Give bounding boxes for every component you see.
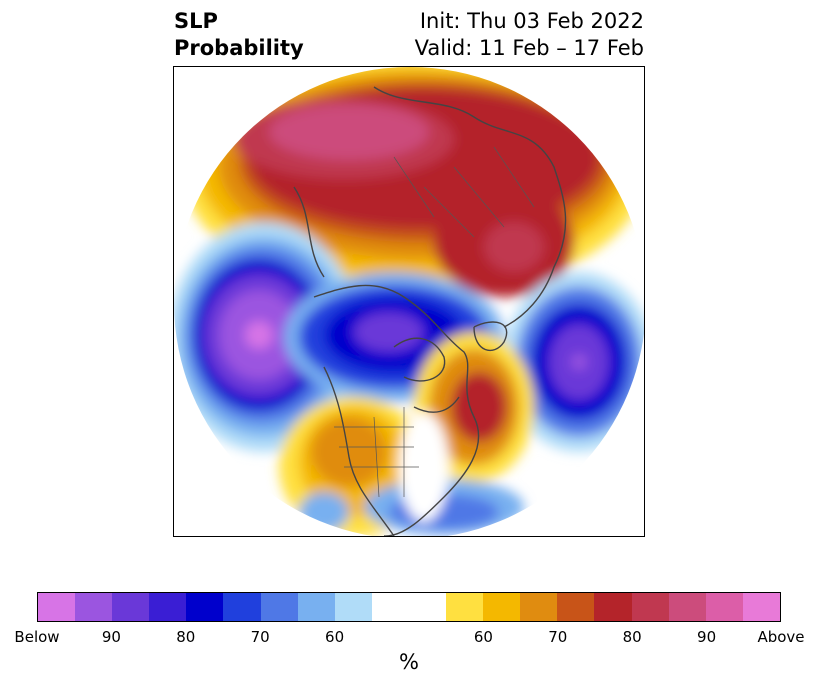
colorbar-swatch <box>75 593 113 621</box>
title-type: Probability <box>174 36 304 60</box>
colorbar-swatch <box>446 593 484 621</box>
colorbar-unit: % <box>399 650 419 674</box>
colorbar-swatch <box>112 593 150 621</box>
colorbar-tick-label: Above <box>757 628 805 646</box>
colorbar-tick-label: 90 <box>697 628 717 646</box>
colorbar-swatch <box>297 593 335 621</box>
chart-title: SLP Probability <box>174 8 304 62</box>
colorbar-tick-label: 70 <box>548 628 568 646</box>
colorbar-swatch <box>594 593 632 621</box>
colorbar-swatch <box>186 593 224 621</box>
colorbar-swatch <box>705 593 743 621</box>
colorbar-swatch <box>557 593 595 621</box>
colorbar-swatch <box>149 593 187 621</box>
colorbar-swatch <box>260 593 298 621</box>
polar-map-icon <box>174 67 644 536</box>
colorbar-tick-label: 60 <box>473 628 493 646</box>
colorbar-tick-label: 60 <box>325 628 345 646</box>
init-date: Init: Thu 03 Feb 2022 <box>419 9 644 33</box>
colorbar-swatch <box>631 593 669 621</box>
colorbar-tick-label: 90 <box>101 628 121 646</box>
colorbar-swatch <box>223 593 261 621</box>
colorbar-swatch <box>408 593 447 621</box>
colorbar-swatch <box>371 593 409 621</box>
forecast-dates: Init: Thu 03 Feb 2022 Valid: 11 Feb – 17… <box>415 8 644 62</box>
colorbar-tick-label: 70 <box>250 628 270 646</box>
map-panel <box>173 66 645 537</box>
colorbar-swatch <box>483 593 521 621</box>
valid-range: Valid: 11 Feb – 17 Feb <box>414 36 644 60</box>
colorbar-swatch <box>520 593 558 621</box>
colorbar <box>37 592 781 622</box>
title-variable: SLP <box>174 9 218 33</box>
colorbar-swatch <box>334 593 372 621</box>
colorbar-tick-label: 80 <box>622 628 642 646</box>
colorbar-swatch <box>742 593 780 621</box>
colorbar-swatch <box>38 593 76 621</box>
colorbar-tick-label: 80 <box>176 628 196 646</box>
colorbar-swatch <box>668 593 706 621</box>
colorbar-tick-label: Below <box>14 628 60 646</box>
